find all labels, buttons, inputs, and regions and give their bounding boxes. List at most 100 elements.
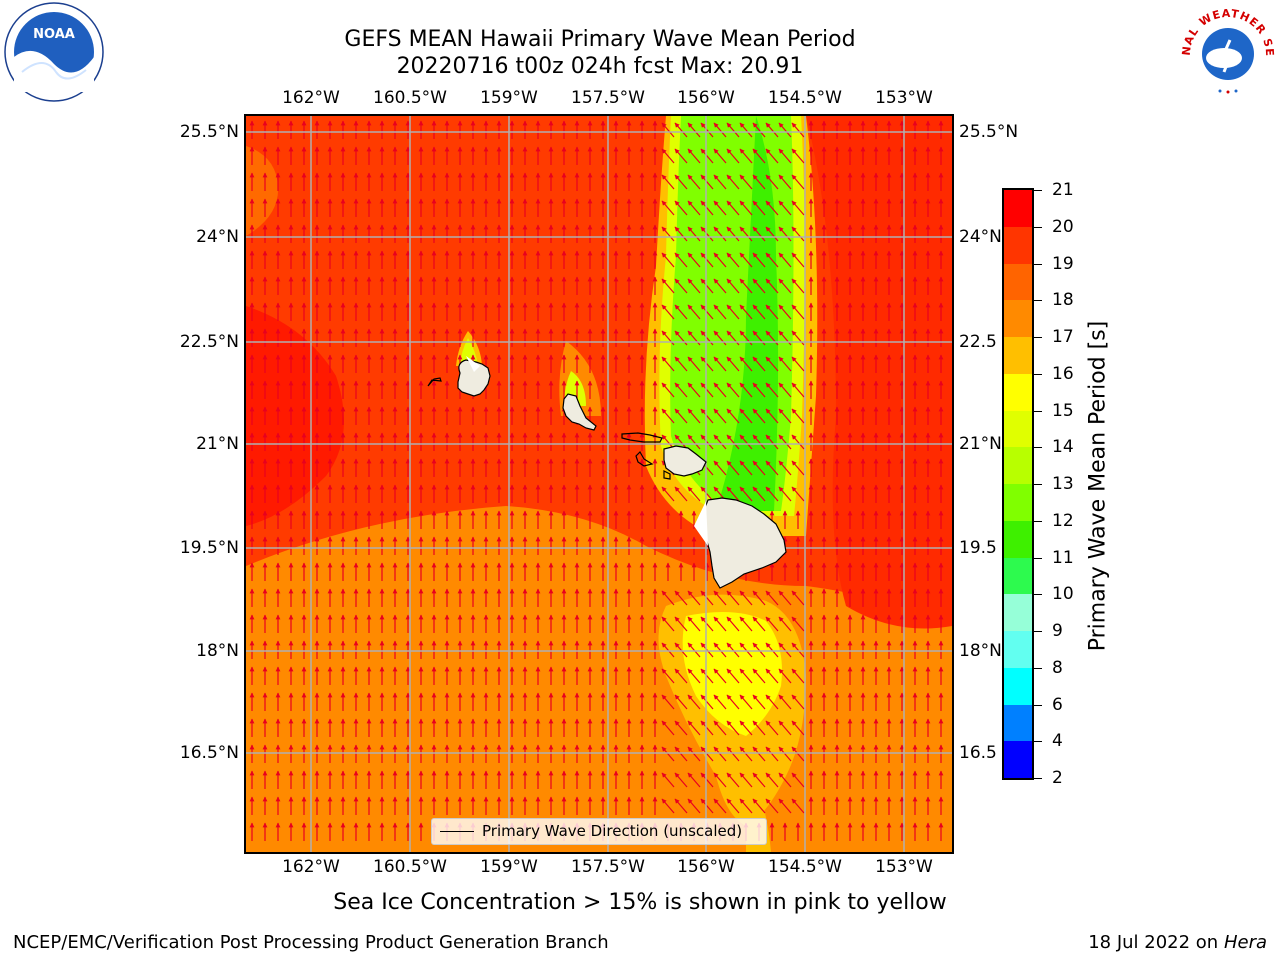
wave-direction-arrow [752, 226, 766, 242]
hawaiian-islands [427, 359, 787, 589]
wave-direction-arrow [713, 252, 727, 268]
wave-direction-arrow [700, 356, 714, 372]
noaa-logo-text: NOAA [33, 27, 75, 42]
wave-direction-arrow [661, 642, 675, 658]
period-field-20-21-west [246, 306, 344, 526]
wave-direction-arrow [791, 200, 805, 216]
wave-direction-arrow [687, 122, 701, 138]
wave-direction-arrow [739, 746, 753, 762]
wave-direction-arrow [765, 356, 779, 372]
wave-direction-arrow [661, 746, 675, 762]
wave-direction-arrow [791, 798, 805, 814]
wave-direction-arrow [791, 668, 805, 684]
bottom-lon-label: 160.5°W [373, 857, 447, 877]
wave-direction-arrow [765, 408, 779, 424]
wave-direction-arrow [700, 226, 714, 242]
wave-direction-arrow [778, 356, 792, 372]
wave-direction-arrow [739, 148, 753, 164]
wave-direction-arrow [791, 148, 805, 164]
wave-direction-arrow [674, 122, 688, 138]
wave-direction-arrow [752, 616, 766, 632]
oahu-island [562, 393, 597, 431]
wave-direction-arrow [778, 278, 792, 294]
wave-direction-arrow [687, 304, 701, 320]
wave-direction-arrow [791, 278, 805, 294]
left-lat-label: 25.5°N [179, 122, 239, 142]
wave-direction-arrow [752, 148, 766, 164]
wave-direction-arrow [739, 668, 753, 684]
wave-direction-arrow [687, 174, 701, 190]
wave-direction-arrow [674, 434, 688, 450]
wave-direction-arrow [726, 772, 740, 788]
wave-direction-arrow [791, 694, 805, 710]
wave-direction-arrow [661, 694, 675, 710]
wave-direction-arrow [726, 460, 740, 476]
wave-direction-arrow [765, 278, 779, 294]
wave-direction-arrow [713, 616, 727, 632]
colorbar-tick-label: 13 [1052, 474, 1074, 494]
wave-direction-arrow [700, 668, 714, 684]
wave-direction-arrow [765, 772, 779, 788]
wave-direction-arrow [765, 252, 779, 268]
colorbar-segment [1004, 741, 1032, 778]
wave-direction-arrow [661, 148, 675, 164]
wave-direction-arrow [765, 200, 779, 216]
colorbar-tick-label: 21 [1052, 180, 1074, 200]
wave-direction-arrow [752, 460, 766, 476]
wave-direction-arrow [700, 772, 714, 788]
right-lat-label: 18°N [959, 641, 1002, 661]
colorbar-tick [1034, 337, 1042, 338]
wave-direction-arrow [661, 200, 675, 216]
wave-direction-arrow [713, 408, 727, 424]
bottom-lon-label: 162°W [282, 857, 340, 877]
wave-direction-arrow [687, 616, 701, 632]
colorbar-segment [1004, 226, 1032, 265]
wave-direction-arrow [765, 746, 779, 762]
wave-direction-arrow [726, 226, 740, 242]
wave-direction-arrow [778, 616, 792, 632]
wave-direction-arrow [674, 226, 688, 242]
wave-direction-arrow [687, 408, 701, 424]
bottom-lon-label: 156°W [677, 857, 735, 877]
colorbar [1002, 188, 1034, 780]
colorbar-tick [1034, 410, 1042, 412]
footer-date-text: 18 Jul 2022 on [1088, 932, 1224, 953]
wave-direction-arrow [752, 486, 766, 502]
wave-direction-arrow [700, 746, 714, 762]
wave-direction-arrow [765, 590, 779, 606]
wave-direction-arrow [739, 356, 753, 372]
wave-direction-arrow [713, 720, 727, 736]
wave-direction-arrow [791, 772, 805, 788]
molokai-island [621, 432, 663, 443]
wave-direction-arrow [726, 278, 740, 294]
colorbar-tick-label: 12 [1052, 510, 1074, 531]
colorbar-tick-label: 20 [1052, 216, 1074, 237]
wave-direction-arrow [726, 174, 740, 190]
colorbar-tick [1034, 631, 1042, 632]
wave-direction-arrow [791, 434, 805, 450]
wave-direction-arrow [739, 252, 753, 268]
wave-direction-arrow [726, 200, 740, 216]
wave-direction-arrow [726, 798, 740, 814]
top-lon-label: 153°W [875, 88, 933, 108]
wave-direction-arrow [713, 174, 727, 190]
wave-direction-arrow [752, 252, 766, 268]
wave-direction-arrow [726, 382, 740, 398]
colorbar-tick [1034, 263, 1042, 265]
wave-direction-arrow [791, 746, 805, 762]
wave-direction-arrow [726, 356, 740, 372]
wave-direction-arrow [713, 772, 727, 788]
wave-direction-arrow [700, 642, 714, 658]
wave-direction-arrow [752, 356, 766, 372]
wave-direction-arrow [700, 382, 714, 398]
wave-direction-arrow [713, 200, 727, 216]
wave-direction-arrow [778, 486, 792, 502]
wave-direction-arrow [765, 694, 779, 710]
wave-direction-arrow [739, 486, 753, 502]
wave-direction-arrow [713, 356, 727, 372]
right-lat-label: 16.5 [959, 743, 997, 763]
wave-direction-arrow [713, 460, 727, 476]
wave-direction-arrow [752, 590, 766, 606]
colorbar-tick [1034, 226, 1042, 228]
wave-direction-arrow [674, 772, 688, 788]
